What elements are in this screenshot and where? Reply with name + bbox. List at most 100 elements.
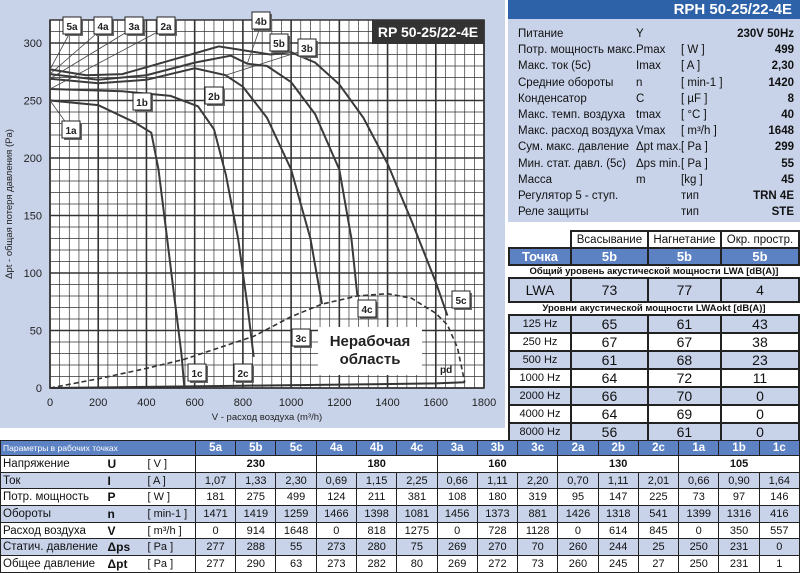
- band-caption: Уровни акустической мощности LWAokt [dB(…: [542, 303, 766, 314]
- band-value: 0: [719, 422, 800, 442]
- ops-value: 1466: [315, 505, 358, 523]
- ops-value: 27: [637, 555, 680, 573]
- point-label-box: [297, 38, 317, 57]
- ops-value: 269: [436, 555, 478, 573]
- ops-value: 2,20: [517, 471, 559, 490]
- ops-value: 0,69: [315, 471, 358, 490]
- ops-value: 728: [476, 521, 519, 540]
- non-working-label: Нерабочая: [330, 333, 411, 350]
- spec-sym: Vmax: [636, 125, 666, 138]
- spec-label: Сум. макс. давление: [518, 141, 630, 154]
- spec-row: Макс. темп. воздуха tmax [ °C ] 40: [518, 108, 794, 123]
- spec-row: Сум. макс. давление Δpt max.[ Pa ] 299: [518, 140, 794, 155]
- ops-value: 290: [235, 555, 277, 573]
- series-line-speed-1: [49, 99, 186, 387]
- ops-point-header: 2b: [597, 440, 639, 456]
- spec-unit: тип: [681, 206, 699, 219]
- ops-value: 1,11: [476, 471, 519, 490]
- ops-value: 1373: [476, 505, 519, 523]
- spec-value: 1648: [768, 125, 794, 138]
- ops-value: 381: [396, 488, 438, 507]
- spec-sym: Δpt max.: [636, 141, 682, 154]
- row-symbol: n: [105, 505, 146, 523]
- ops-value: 1275: [396, 521, 438, 540]
- point-label-5a: 5a: [66, 22, 78, 33]
- series-line-speed-3: [49, 67, 323, 305]
- band-row: 4000 Hz 64 69 0: [508, 404, 800, 424]
- band-value: 70: [646, 386, 722, 406]
- pd-label: pd: [440, 365, 452, 376]
- ops-row: Ток I[ A ] 1,07 1,33 2,30 0,69 1,15 2,25 0,66 1,1…: [0, 471, 800, 490]
- ops-value: 0: [678, 521, 720, 540]
- ops-point-header: 3b: [476, 440, 519, 456]
- ops-value: 75: [396, 538, 438, 557]
- ops-value: 95: [557, 488, 599, 507]
- voltage-value: 180: [315, 455, 438, 473]
- point-value: 5b: [646, 247, 722, 266]
- row-unit: [ A ]: [145, 471, 196, 490]
- spec-sym: tmax: [636, 109, 661, 121]
- ops-value: 2,30: [275, 471, 317, 490]
- row-label: Потр. мощность: [0, 488, 106, 507]
- ops-value: 273: [315, 555, 358, 573]
- point-label: Точка: [508, 247, 572, 266]
- band-row: 1000 Hz 64 72 11: [508, 368, 800, 388]
- point-label-box: [62, 16, 82, 35]
- chart-title: RP 50-25/22-4E: [378, 24, 478, 40]
- band-row: 125 Hz 65 61 43: [508, 314, 800, 334]
- point-label-3a: 3a: [128, 22, 140, 33]
- band-value: 67: [570, 332, 649, 352]
- spec-value: 299: [774, 141, 794, 154]
- ops-value: 0: [758, 538, 800, 557]
- ops-value: 25: [637, 538, 680, 557]
- ops-value: 1318: [597, 505, 639, 523]
- ops-value: 1,15: [355, 471, 398, 490]
- spec-label: Регулятор 5 - ступ.: [518, 190, 619, 202]
- row-symbol: V: [105, 521, 146, 540]
- boundary-line: [49, 292, 466, 389]
- band-value: 61: [646, 314, 722, 334]
- spec-value: 230V 50Hz: [737, 28, 794, 40]
- band-value: 72: [646, 368, 722, 388]
- row-label: Общее давление: [0, 555, 106, 573]
- row-unit: [ W ]: [145, 488, 196, 507]
- row-label: Расход воздуха: [0, 521, 106, 540]
- ops-value: 282: [355, 555, 398, 573]
- ops-value: 499: [275, 488, 317, 507]
- ops-value: 260: [557, 555, 599, 573]
- ops-value: 0: [315, 521, 358, 540]
- x-tick-label: 1600: [424, 397, 448, 409]
- row-unit: [ Pa ]: [145, 555, 196, 573]
- ops-value: 147: [597, 488, 639, 507]
- ops-value: 225: [637, 488, 680, 507]
- ops-point-header: 4a: [315, 440, 358, 456]
- row-symbol: Δps: [105, 538, 146, 557]
- voltage-value: 230: [194, 455, 317, 473]
- spec-sym: Imax: [636, 60, 661, 73]
- performance-chart: 0 200 400 600 800 1000 1200 1400 1600 1800 0 50 100 1…: [0, 0, 505, 428]
- ops-value: 1648: [275, 521, 317, 540]
- spec-value: 45: [781, 173, 794, 186]
- band-value: 68: [646, 350, 722, 370]
- point-leader: [49, 26, 136, 79]
- ops-row: Общее давление Δpt[ Pa ] 277 290 63 273 282 80 2…: [0, 555, 800, 573]
- ops-value: 319: [517, 488, 559, 507]
- point-label-2a: 2a: [160, 22, 172, 33]
- ops-value: 1081: [396, 505, 438, 523]
- ops-row: Обороты n[ min-1 ] 1471 1419 1259 1466 1398 108…: [0, 505, 800, 523]
- ops-value: 260: [557, 538, 599, 557]
- band-value: 11: [719, 368, 800, 388]
- ops-point-header: 1c: [758, 440, 800, 456]
- ops-value: 272: [476, 555, 519, 573]
- ops-value: 288: [235, 538, 277, 557]
- spec-label: Макс. темп. воздуха: [518, 109, 626, 121]
- band-value: 0: [719, 404, 800, 424]
- spec-label: Макс. ток (5c): [518, 60, 591, 73]
- x-tick-label: 1200: [327, 397, 351, 409]
- x-tick-label: 1000: [279, 397, 303, 409]
- spec-value: 55: [781, 157, 794, 170]
- point-label-1b: 1b: [136, 98, 148, 109]
- blank-cell: [509, 231, 571, 248]
- ops-value: 231: [718, 538, 760, 557]
- spec-label: Мин. стат. давл. (5c): [518, 157, 627, 170]
